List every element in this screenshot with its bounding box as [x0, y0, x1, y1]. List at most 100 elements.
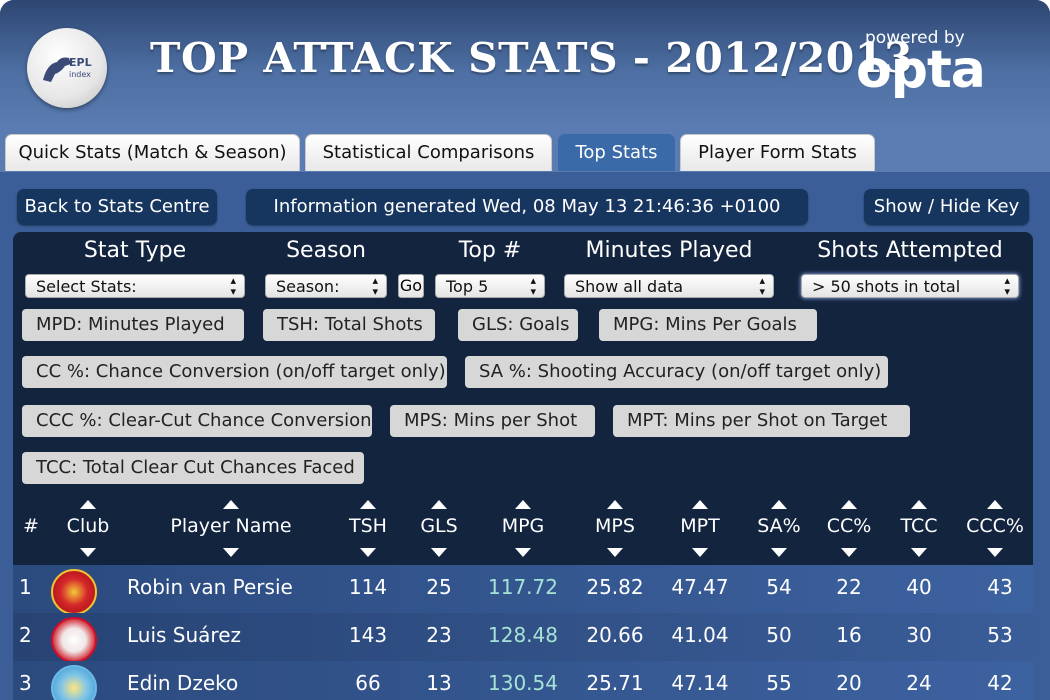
- row-player-name[interactable]: Edin Dzeko: [127, 671, 239, 695]
- liverpool-crest-icon: [51, 617, 97, 663]
- minutes-played-label: Minutes Played: [585, 238, 753, 263]
- col-header-gls[interactable]: GLS: [420, 515, 458, 537]
- key-item-cc: CC %: Chance Conversion (on/off target o…: [22, 356, 447, 388]
- col-header-rank: #: [23, 515, 39, 537]
- sort-asc-icon[interactable]: [360, 500, 376, 509]
- row-mps: 25.71: [586, 671, 644, 695]
- content-area: Back to Stats Centre Information generat…: [0, 172, 1050, 700]
- sort-asc-icon[interactable]: [987, 500, 1003, 509]
- select-arrows-icon: ▴ ▾: [372, 274, 378, 298]
- row-gls: 23: [426, 623, 452, 647]
- stat-type-select[interactable]: Select Stats: ▴ ▾: [25, 274, 245, 298]
- season-label: Season: [286, 238, 366, 263]
- row-sa: 54: [766, 575, 792, 599]
- sort-asc-icon[interactable]: [771, 500, 787, 509]
- season-select[interactable]: Season: ▴ ▾: [265, 274, 387, 298]
- header: EPL index TOP ATTACK STATS - 2012/2013 p…: [0, 0, 1050, 130]
- col-header-tsh[interactable]: TSH: [349, 515, 387, 537]
- col-header-sa[interactable]: SA%: [757, 515, 801, 537]
- stat-type-value: Select Stats:: [36, 277, 137, 296]
- tab-statistical-comparisons[interactable]: Statistical Comparisons: [305, 134, 552, 171]
- sort-asc-icon[interactable]: [692, 500, 708, 509]
- top-number-select[interactable]: Top 5 ▴ ▾: [435, 274, 545, 298]
- sort-asc-icon[interactable]: [911, 500, 927, 509]
- table-row[interactable]: 2 Luis Suárez 143 23 128.48 20.66 41.04 …: [13, 613, 1033, 663]
- minutes-played-value: Show all data: [575, 277, 684, 296]
- show-hide-key-button[interactable]: Show / Hide Key: [864, 189, 1029, 225]
- key-item-tcc: TCC: Total Clear Cut Chances Faced: [22, 452, 364, 484]
- powered-by-label: powered by: [865, 28, 965, 48]
- key-item-sa: SA %: Shooting Accuracy (on/off target o…: [465, 356, 888, 388]
- sort-desc-icon[interactable]: [607, 548, 623, 557]
- sort-desc-icon[interactable]: [80, 548, 96, 557]
- row-tsh: 66: [355, 671, 381, 695]
- row-rank: 2: [19, 623, 32, 647]
- row-rank: 3: [19, 671, 32, 695]
- col-header-club[interactable]: Club: [66, 515, 110, 537]
- row-cc: 22: [836, 575, 862, 599]
- col-header-player-name[interactable]: Player Name: [170, 515, 292, 537]
- row-tsh: 143: [348, 623, 388, 647]
- row-player-name[interactable]: Robin van Persie: [127, 575, 293, 599]
- sort-desc-icon[interactable]: [692, 548, 708, 557]
- sort-asc-icon[interactable]: [80, 500, 96, 509]
- shots-attempted-select[interactable]: > 50 shots in total ▴ ▾: [801, 274, 1019, 298]
- row-rank: 1: [19, 575, 32, 599]
- lion-icon: EPL index: [43, 56, 92, 82]
- row-ccc: 53: [987, 623, 1013, 647]
- shots-attempted-label: Shots Attempted: [817, 238, 1003, 263]
- row-mpt: 47.14: [671, 671, 729, 695]
- sort-asc-icon[interactable]: [607, 500, 623, 509]
- select-arrows-icon: ▴ ▾: [759, 274, 765, 298]
- col-header-ccc[interactable]: CCC%: [966, 515, 1024, 537]
- sort-desc-icon[interactable]: [515, 548, 531, 557]
- select-arrows-icon: ▴ ▾: [530, 274, 536, 298]
- tab-player-form-stats[interactable]: Player Form Stats: [680, 134, 875, 171]
- table-row[interactable]: 3 Edin Dzeko 66 13 130.54 25.71 47.14 55…: [13, 661, 1033, 700]
- row-ccc: 42: [987, 671, 1013, 695]
- key-item-mpt: MPT: Mins per Shot on Target: [613, 405, 910, 437]
- col-header-cc[interactable]: CC%: [826, 515, 872, 537]
- sort-desc-icon[interactable]: [911, 548, 927, 557]
- row-mpt: 47.47: [671, 575, 729, 599]
- row-mpg: 117.72: [488, 575, 558, 599]
- sort-asc-icon[interactable]: [841, 500, 857, 509]
- sort-desc-icon[interactable]: [431, 548, 447, 557]
- sort-asc-icon[interactable]: [515, 500, 531, 509]
- col-header-mpg[interactable]: MPG: [501, 515, 545, 537]
- minutes-played-select[interactable]: Show all data ▴ ▾: [564, 274, 774, 298]
- table-row[interactable]: 1 Robin van Persie 114 25 117.72 25.82 4…: [13, 565, 1033, 615]
- tab-quick-stats[interactable]: Quick Stats (Match & Season): [5, 134, 300, 171]
- season-value: Season:: [276, 277, 340, 296]
- sort-desc-icon[interactable]: [771, 548, 787, 557]
- col-header-tcc[interactable]: TCC: [900, 515, 938, 537]
- stat-type-label: Stat Type: [83, 238, 187, 263]
- key-item-mpd: MPD: Minutes Played: [22, 309, 244, 341]
- row-player-name[interactable]: Luis Suárez: [127, 623, 242, 647]
- row-tcc: 30: [906, 623, 932, 647]
- key-item-ccc: CCC %: Clear-Cut Chance Conversion: [22, 405, 372, 437]
- go-button[interactable]: Go: [398, 274, 424, 298]
- sort-desc-icon[interactable]: [987, 548, 1003, 557]
- sort-asc-icon[interactable]: [223, 500, 239, 509]
- opta-logo: opta: [856, 40, 986, 100]
- sort-desc-icon[interactable]: [223, 548, 239, 557]
- sort-desc-icon[interactable]: [360, 548, 376, 557]
- col-header-mpt[interactable]: MPT: [680, 515, 720, 537]
- select-arrows-icon: ▴ ▾: [1004, 274, 1010, 298]
- back-to-stats-centre-button[interactable]: Back to Stats Centre: [17, 189, 217, 225]
- shots-attempted-value: > 50 shots in total: [812, 277, 961, 296]
- epl-index-logo[interactable]: EPL index: [27, 28, 107, 108]
- col-header-mps[interactable]: MPS: [595, 515, 635, 537]
- row-mpt: 41.04: [671, 623, 729, 647]
- sort-desc-icon[interactable]: [841, 548, 857, 557]
- key-item-gls: GLS: Goals: [458, 309, 578, 341]
- row-mps: 25.82: [586, 575, 644, 599]
- row-mpg: 128.48: [488, 623, 558, 647]
- row-mpg: 130.54: [488, 671, 558, 695]
- row-gls: 25: [426, 575, 452, 599]
- manchester-city-crest-icon: [51, 665, 97, 700]
- sort-asc-icon[interactable]: [431, 500, 447, 509]
- tab-top-stats[interactable]: Top Stats: [558, 134, 675, 171]
